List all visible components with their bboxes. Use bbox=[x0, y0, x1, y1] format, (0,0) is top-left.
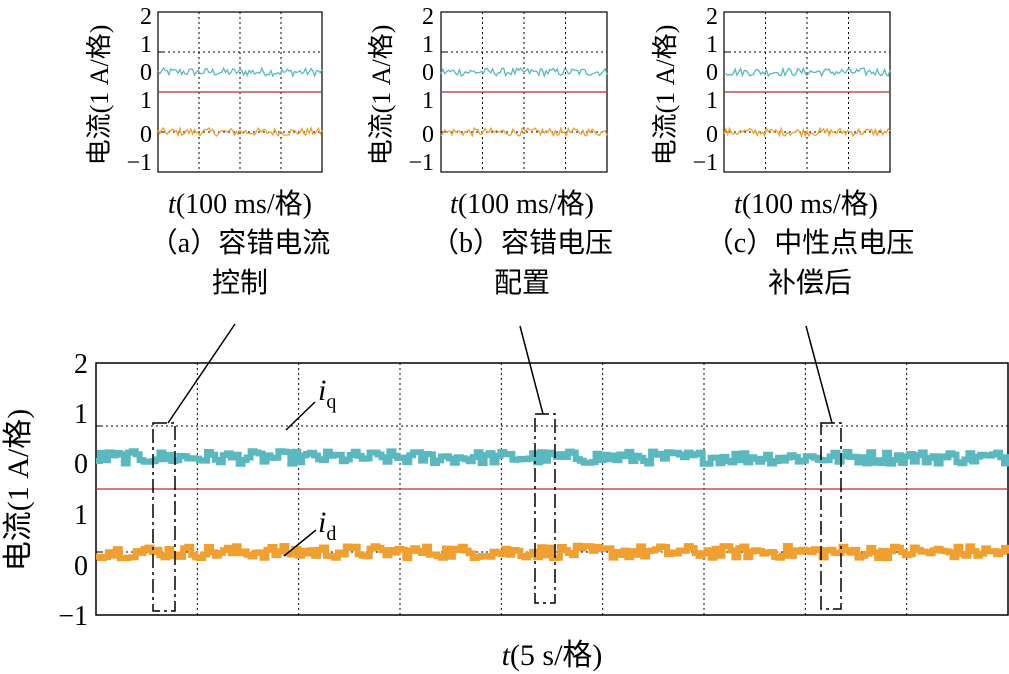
small-panel-b-ylabel: 电流(1 A/格) bbox=[367, 25, 396, 166]
small-panel-c-yticks: 2 1 0 1 0 −1 bbox=[692, 4, 718, 176]
ytick-label: −1 bbox=[692, 150, 718, 176]
small-panel-c-caption-line1: （c）中性点电压 bbox=[706, 227, 914, 259]
small-panel-b-caption-line1: （b）容错电压 bbox=[431, 227, 613, 259]
main-panel: 电流(1 A/格) 2 1 0 1 0 −1 t(5 s/格) iq id bbox=[2, 323, 1009, 672]
ytick-label: 0 bbox=[140, 60, 152, 86]
main-panel-yticks: 2 1 0 1 0 −1 bbox=[58, 349, 88, 632]
series-id-line bbox=[96, 542, 1009, 562]
small-panel-c-plot bbox=[723, 11, 891, 173]
small-panel-a-plot bbox=[157, 11, 323, 173]
ytick-label: 2 bbox=[706, 4, 718, 30]
ytick-label: 0 bbox=[422, 122, 434, 148]
small-panel-a-ylabel: 电流(1 A/格) bbox=[85, 25, 114, 166]
series-iq-line bbox=[440, 66, 608, 78]
iq-label-text: iq bbox=[318, 374, 336, 413]
ytick-label: −1 bbox=[126, 150, 152, 176]
small-panel-c-xlabel: t(100 ms/格) bbox=[734, 188, 878, 220]
series-iq-line bbox=[157, 66, 323, 78]
small-panel-a-yticks: 2 1 0 1 0 −1 bbox=[126, 4, 152, 176]
ytick-label: 2 bbox=[74, 349, 88, 380]
ytick-label: 0 bbox=[140, 122, 152, 148]
zoom-connector-a bbox=[167, 323, 236, 424]
ytick-label: −1 bbox=[58, 601, 88, 632]
small-panel-c-caption-line2: 补偿后 bbox=[768, 267, 852, 299]
main-panel-ylabel: 电流(1 A/格) bbox=[2, 409, 35, 571]
ytick-label: 1 bbox=[140, 88, 152, 114]
series-iq-line bbox=[96, 448, 1009, 467]
zoom-connector-c bbox=[805, 325, 833, 424]
main-panel-plot bbox=[95, 362, 1009, 616]
ytick-label: 0 bbox=[706, 60, 718, 86]
ytick-label: 0 bbox=[706, 122, 718, 148]
id-series-label: id bbox=[283, 506, 336, 557]
zoom-connector-b bbox=[519, 325, 544, 415]
small-panel-b: 电流(1 A/格) 2 1 0 1 0 −1 t(100 ms/格) （b）容错… bbox=[367, 4, 613, 299]
id-label-text: id bbox=[318, 506, 336, 545]
small-panel-c-ylabel: 电流(1 A/格) bbox=[651, 25, 680, 166]
series-id-line bbox=[440, 126, 608, 138]
ytick-label: 2 bbox=[422, 4, 434, 30]
small-panel-b-plot bbox=[440, 11, 608, 173]
ytick-label: 1 bbox=[422, 88, 434, 114]
ytick-label: −1 bbox=[408, 150, 434, 176]
ytick-label: 0 bbox=[422, 60, 434, 86]
series-id-line bbox=[157, 126, 323, 138]
small-panel-b-caption-line2: 配置 bbox=[494, 268, 550, 299]
id-label-leader bbox=[283, 529, 317, 557]
small-panel-b-xlabel: t(100 ms/格) bbox=[450, 188, 594, 220]
small-panel-a-xlabel: t(100 ms/格) bbox=[168, 188, 312, 220]
ytick-label: 1 bbox=[706, 32, 718, 58]
small-panel-c: 电流(1 A/格) 2 1 0 1 0 −1 t(100 ms/格) （c）中性… bbox=[651, 4, 914, 299]
iq-label-leader bbox=[285, 401, 316, 431]
zoom-box-c bbox=[820, 422, 842, 610]
small-panel-b-yticks: 2 1 0 1 0 −1 bbox=[408, 4, 434, 176]
ytick-label: 1 bbox=[74, 500, 88, 531]
ytick-label: 0 bbox=[74, 449, 88, 480]
ytick-label: 1 bbox=[140, 32, 152, 58]
zoom-box-a bbox=[152, 422, 176, 612]
iq-series-label: iq bbox=[285, 374, 336, 431]
series-id-line bbox=[723, 126, 891, 138]
zoom-box-b bbox=[534, 413, 556, 604]
ytick-label: 1 bbox=[74, 399, 88, 430]
main-panel-xlabel: t(5 s/格) bbox=[502, 639, 603, 672]
ytick-label: 1 bbox=[706, 88, 718, 114]
small-panel-a: 电流(1 A/格) 2 1 0 1 0 −1 t(100 ms/格) （a）容错… bbox=[85, 4, 330, 299]
ytick-label: 0 bbox=[74, 551, 88, 582]
zoom-markers bbox=[152, 323, 842, 612]
small-panel-a-caption-line1: （a）容错电流 bbox=[150, 227, 330, 259]
series-iq-line bbox=[723, 66, 891, 78]
ytick-label: 2 bbox=[140, 4, 152, 30]
small-panel-a-caption-line2: 控制 bbox=[212, 267, 268, 299]
ytick-label: 1 bbox=[422, 32, 434, 58]
